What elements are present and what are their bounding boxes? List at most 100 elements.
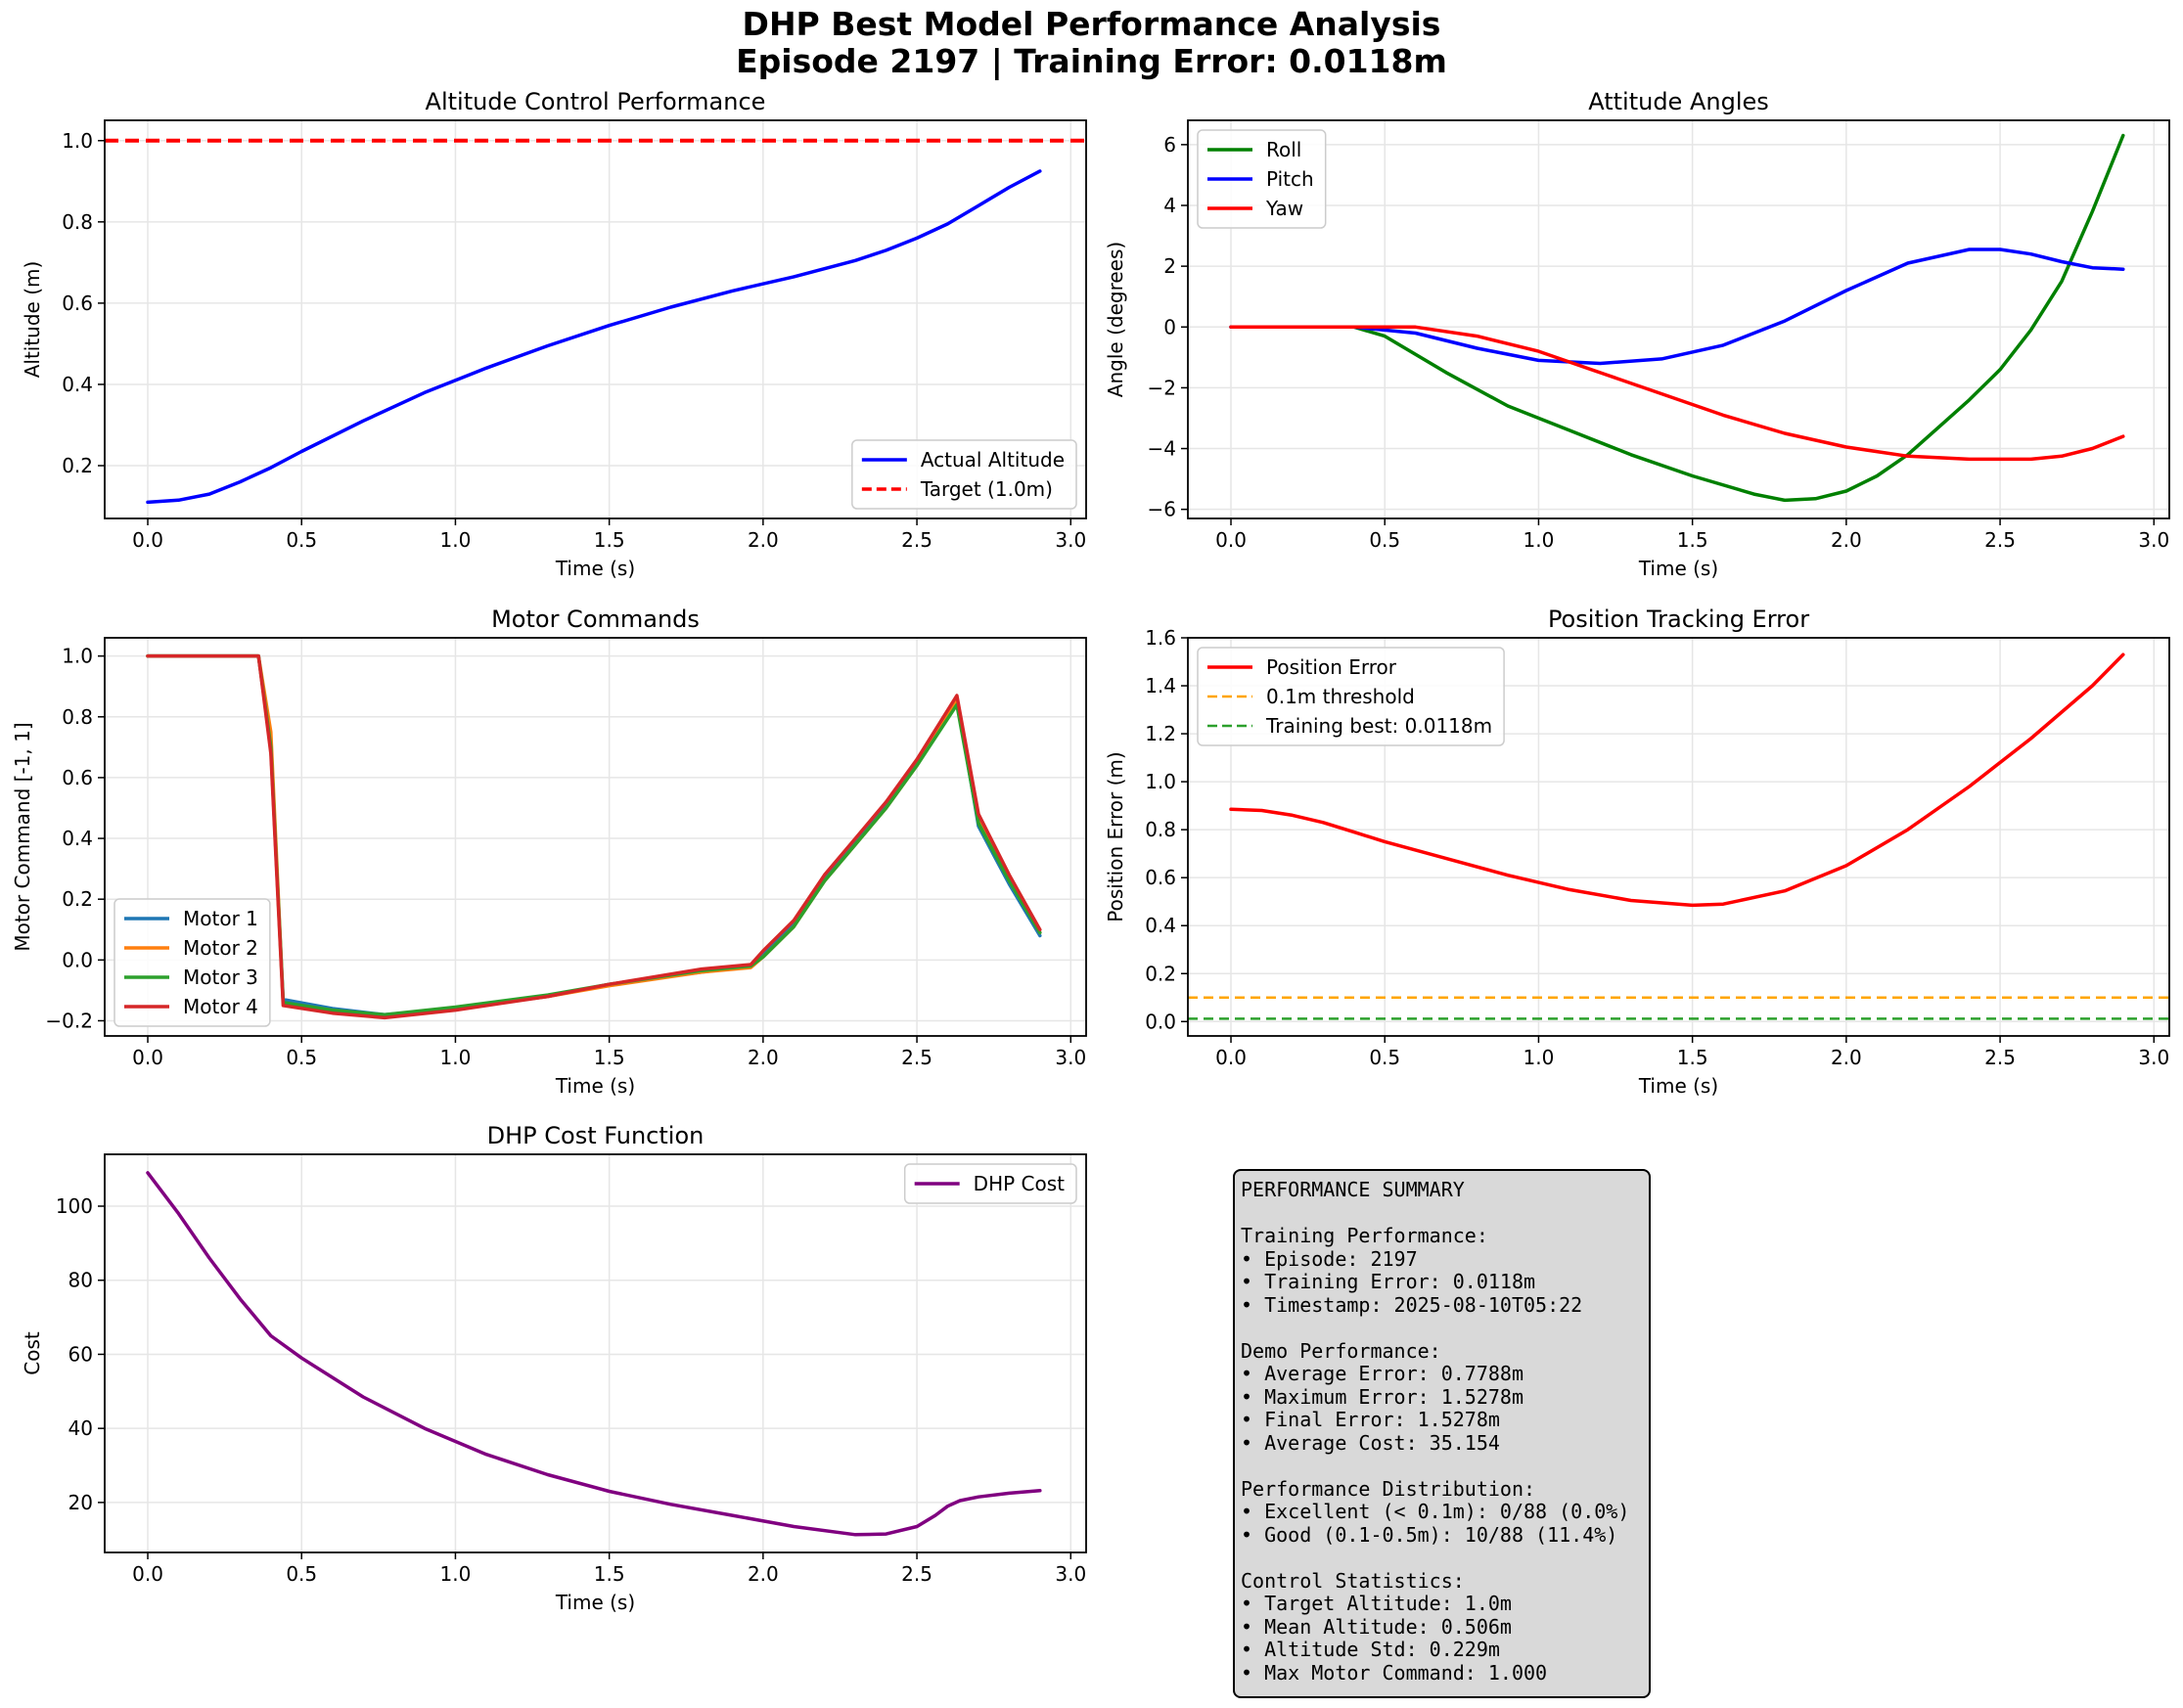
x-tick-label: 0.0 bbox=[132, 1046, 163, 1069]
x-tick-label: 0.5 bbox=[286, 1046, 317, 1069]
summary-line: • Altitude Std: 0.229m bbox=[1241, 1638, 1500, 1661]
y-tick-label: −4 bbox=[1148, 437, 1176, 461]
y-tick-label: 6 bbox=[1163, 133, 1176, 157]
y-tick-label: 0.8 bbox=[1145, 818, 1176, 841]
series-group bbox=[146, 1171, 1042, 1537]
legend-label: Yaw bbox=[1265, 197, 1303, 220]
axes-frame bbox=[1187, 119, 2170, 519]
legend-label: DHP Cost bbox=[974, 1172, 1065, 1195]
chart-motors: 0.0 0.5 1.0 1.5 2.0 2.5 3.0 −0.2 0.0 0.2 0.4 0.6 0.8… bbox=[11, 606, 1087, 1098]
summary-line: Performance Distribution: bbox=[1241, 1476, 1536, 1501]
y-tick-label: 0.4 bbox=[62, 373, 93, 396]
x-tick-label: 2.0 bbox=[1831, 1046, 1862, 1069]
x-tick-label: 1.0 bbox=[440, 1046, 472, 1069]
x-axis-label: Time (s) bbox=[1638, 1074, 1718, 1098]
legend-label: Target (1.0m) bbox=[920, 477, 1053, 501]
summary-line: • Good (0.1-0.5m): 10/88 (11.4%) bbox=[1241, 1522, 1618, 1547]
summary-line: PERFORMANCE SUMMARY bbox=[1241, 1178, 1465, 1201]
y-axis-label: Altitude (m) bbox=[21, 261, 44, 379]
legend-frame bbox=[1197, 647, 1505, 746]
figure-title-line-1: DHP Best Model Performance Analysis bbox=[742, 5, 1441, 43]
legend-frame bbox=[903, 1163, 1077, 1204]
chart-cost: 0.0 0.5 1.0 1.5 2.0 2.5 3.0 20 40 60 80 100 DHP Cost… bbox=[21, 1122, 1087, 1614]
series-line-yaw bbox=[1229, 325, 2125, 462]
y-tick-label: −0.2 bbox=[45, 1009, 93, 1032]
chart-title: Altitude Control Performance bbox=[426, 88, 766, 115]
summary-line bbox=[1241, 1317, 1643, 1340]
chart-altitude: 0.0 0.5 1.0 1.5 2.0 2.5 3.0 0.2 0.4 0.6 0.8 1.0 Alti… bbox=[21, 88, 1087, 580]
x-tick-label: 2.5 bbox=[1984, 1046, 2016, 1069]
x-tick-label: 2.0 bbox=[1831, 528, 1862, 552]
y-tick-label: 0 bbox=[1163, 315, 1176, 338]
x-tick-label: 2.5 bbox=[901, 528, 932, 552]
summary-line: • Excellent (< 0.1m): 0/88 (0.0%) bbox=[1241, 1500, 1630, 1523]
x-tick-label: 0.5 bbox=[1369, 1046, 1400, 1069]
x-tick-label: 3.0 bbox=[1055, 1562, 1086, 1586]
y-tick-label: 0.4 bbox=[1145, 914, 1176, 937]
axes-frame bbox=[1187, 637, 2170, 1037]
chart-title: DHP Cost Function bbox=[487, 1122, 705, 1149]
legend-label: Pitch bbox=[1266, 167, 1314, 191]
performance-summary-box: PERFORMANCE SUMMARY Training Performance… bbox=[1233, 1169, 1651, 1698]
summary-line: Demo Performance: bbox=[1241, 1338, 1441, 1363]
axes-frame bbox=[104, 119, 1087, 519]
x-tick-label: 1.0 bbox=[440, 528, 472, 552]
chart-position-error: 0.0 0.5 1.0 1.5 2.0 2.5 3.0 0.0 0.2 0.4 0.6 0.8 1.0 1… bbox=[1104, 606, 2170, 1098]
x-tick-label: 0.5 bbox=[1369, 528, 1400, 552]
summary-line bbox=[1241, 1455, 1643, 1478]
series-line-pitch bbox=[1229, 247, 2125, 366]
x-tick-label: 2.5 bbox=[1984, 528, 2016, 552]
x-tick-label: 3.0 bbox=[1055, 528, 1086, 552]
summary-line bbox=[1241, 1202, 1643, 1226]
series-group bbox=[1188, 652, 2169, 1020]
x-tick-label: 1.5 bbox=[594, 528, 625, 552]
x-tick-label: 2.0 bbox=[748, 1562, 779, 1586]
y-tick-label: 0.0 bbox=[1145, 1010, 1176, 1033]
legend: Motor 1 Motor 2 Motor 3 Motor 4 bbox=[114, 898, 271, 1027]
y-tick-label: 100 bbox=[56, 1194, 93, 1218]
summary-line: Control Statistics: bbox=[1241, 1568, 1465, 1593]
x-tick-label: 1.0 bbox=[1524, 528, 1555, 552]
y-tick-label: 60 bbox=[68, 1342, 93, 1366]
legend-frame bbox=[851, 439, 1077, 510]
x-axis-label: Time (s) bbox=[555, 557, 635, 580]
chart-title: Attitude Angles bbox=[1588, 88, 1769, 115]
y-tick-label: 0.8 bbox=[62, 705, 93, 729]
axes-frame bbox=[104, 1153, 1087, 1553]
summary-line: • Average Error: 0.7788m bbox=[1241, 1362, 1524, 1385]
x-tick-label: 0.0 bbox=[132, 1562, 163, 1586]
summary-line: • Target Altitude: 1.0m bbox=[1241, 1592, 1512, 1615]
legend-label: Position Error bbox=[1266, 655, 1397, 679]
series-group bbox=[1229, 133, 2125, 503]
legend-label: Motor 4 bbox=[183, 995, 258, 1018]
figure-title: DHP Best Model Performance Analysis Epis… bbox=[0, 6, 2183, 80]
y-tick-label: −6 bbox=[1148, 498, 1176, 521]
summary-line: • Episode: 2197 bbox=[1241, 1246, 1418, 1271]
y-tick-label: 0.4 bbox=[62, 827, 93, 850]
y-axis-label: Motor Command [-1, 1] bbox=[11, 722, 34, 951]
x-tick-label: 3.0 bbox=[1055, 1046, 1086, 1069]
summary-line: • Max Motor Command: 1.000 bbox=[1241, 1660, 1548, 1685]
y-tick-label: 0.6 bbox=[62, 766, 93, 789]
series-line-actual-altitude bbox=[146, 169, 1042, 505]
x-tick-label: 0.0 bbox=[1215, 528, 1247, 552]
x-tick-label: 1.5 bbox=[1677, 528, 1708, 552]
legend-label: Actual Altitude bbox=[921, 448, 1065, 472]
y-tick-label: 1.6 bbox=[1145, 626, 1176, 650]
series-group bbox=[146, 653, 1042, 1020]
x-tick-label: 0.0 bbox=[132, 528, 163, 552]
legend-label: 0.1m threshold bbox=[1266, 685, 1415, 708]
x-tick-label: 3.0 bbox=[2138, 1046, 2169, 1069]
y-tick-label: 1.2 bbox=[1145, 722, 1176, 745]
summary-line: • Maximum Error: 1.5278m bbox=[1241, 1384, 1524, 1409]
summary-line: • Final Error: 1.5278m bbox=[1241, 1408, 1500, 1431]
y-tick-label: 40 bbox=[68, 1416, 93, 1440]
legend-frame bbox=[114, 898, 271, 1027]
x-tick-label: 1.5 bbox=[594, 1562, 625, 1586]
x-tick-label: 1.5 bbox=[594, 1046, 625, 1069]
legend: Actual Altitude Target (1.0m) bbox=[851, 439, 1077, 510]
legend-label: Motor 3 bbox=[183, 966, 258, 989]
series-line-motor-4 bbox=[146, 653, 1042, 1020]
x-tick-label: 2.0 bbox=[748, 528, 779, 552]
